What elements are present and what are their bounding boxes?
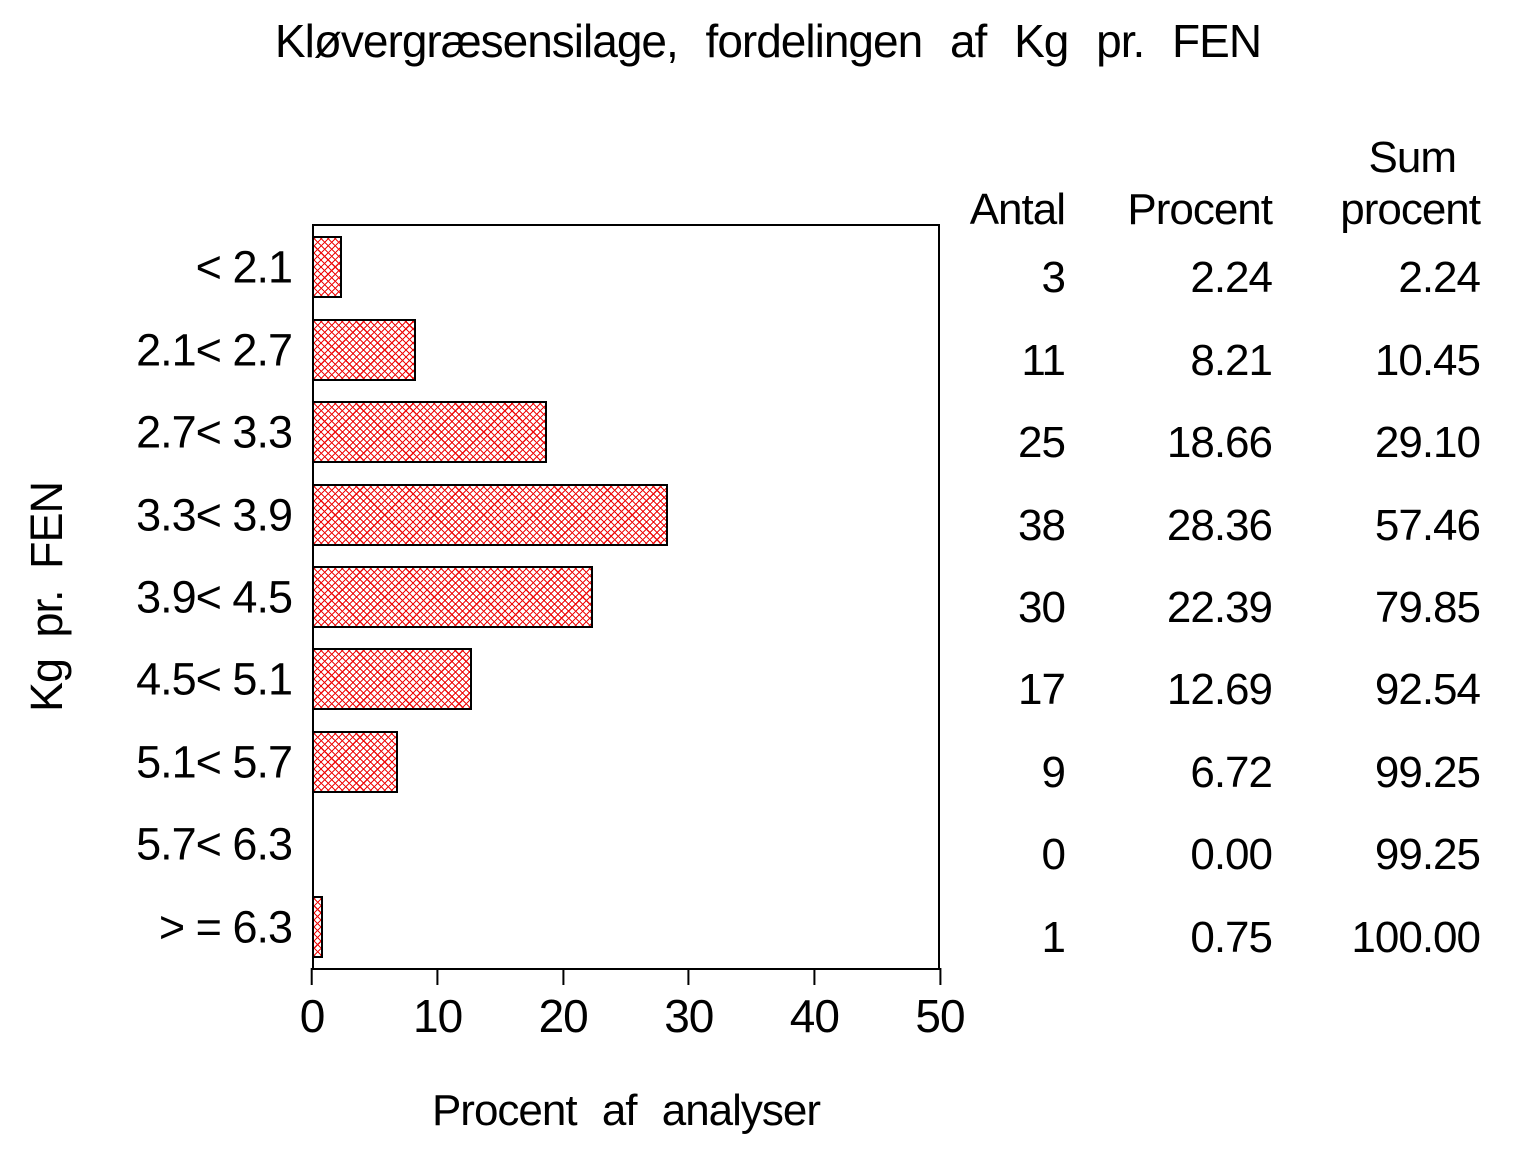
cell-procent: 0.00 <box>1190 830 1273 880</box>
x-tick: 40 <box>789 968 840 1042</box>
bar-> = 6.3 <box>314 895 324 958</box>
chart-title: Kløvergræsensilage, fordelingen af Kg pr… <box>274 15 1262 67</box>
cell-procent: 6.72 <box>1190 747 1273 797</box>
y-tick-label: 3.9< 4.5 <box>136 571 293 623</box>
x-tick: 50 <box>915 968 966 1042</box>
column-header-antal: Antal <box>969 185 1066 234</box>
x-tick: 20 <box>538 968 589 1042</box>
y-tick-label: < 2.1 <box>195 241 293 293</box>
cell-procent: 2.24 <box>1190 253 1273 303</box>
stat-table-row: 0 0.00 99.25 <box>950 830 1481 880</box>
stat-table-header: Antal Procent Sum procent <box>950 132 1481 236</box>
stat-table-row: 38 28.36 57.46 <box>950 500 1481 550</box>
stat-table-row: 1 0.75 100.00 <box>950 912 1481 962</box>
cell-procent: 0.75 <box>1190 912 1273 962</box>
cell-antal: 30 <box>1018 583 1066 632</box>
cell-sum-procent: 57.46 <box>1374 500 1481 550</box>
cell-procent: 28.36 <box>1166 500 1273 550</box>
column-header-sum-procent: Sum procent <box>1272 132 1481 236</box>
cell-sum-procent: 92.54 <box>1374 665 1481 715</box>
cell-procent: 22.39 <box>1166 583 1273 632</box>
stat-table-rows: 3 2.24 2.24 11 8.21 10.45 25 18.66 29.10 38 28.36 5… <box>950 237 1481 979</box>
cell-antal: 11 <box>1021 335 1066 385</box>
y-tick-label: > = 6.3 <box>158 901 293 953</box>
x-tick: 30 <box>664 968 714 1042</box>
cell-sum-procent: 10.45 <box>1374 335 1481 385</box>
x-tick-mark <box>311 968 313 985</box>
x-tick-mark <box>436 968 439 985</box>
cell-sum-procent: 2.24 <box>1398 253 1481 303</box>
x-tick-mark <box>938 968 941 985</box>
column-header-sum-line2: procent <box>1340 185 1481 234</box>
stat-table-row: 9 6.72 99.25 <box>950 747 1481 797</box>
x-tick-mark <box>687 968 690 985</box>
bar-3.3< 3.9 <box>314 483 668 546</box>
y-tick-label: 2.1< 2.7 <box>136 324 293 376</box>
x-tick-label: 40 <box>789 990 840 1042</box>
bar-2.7< 3.3 <box>314 401 547 464</box>
plot-area <box>312 224 940 970</box>
column-header-procent: Procent <box>1127 185 1273 234</box>
cell-antal: 1 <box>1041 912 1066 962</box>
cell-antal: 25 <box>1018 418 1066 468</box>
cell-procent: 12.69 <box>1166 665 1273 715</box>
x-tick: 10 <box>413 968 463 1042</box>
y-tick-label: 5.1< 5.7 <box>136 736 293 788</box>
cell-antal: 17 <box>1018 665 1066 715</box>
cell-antal: 9 <box>1041 747 1066 797</box>
bar-3.9< 4.5 <box>314 566 594 628</box>
stat-table-row: 11 8.21 10.45 <box>950 335 1481 385</box>
x-tick-mark <box>813 968 816 985</box>
column-header-sum-line1: Sum <box>1368 133 1457 182</box>
x-tick-mark <box>562 968 565 985</box>
y-axis-title: Kg pr. FEN <box>21 481 72 713</box>
x-axis-title: Procent af analyser <box>431 1086 821 1135</box>
y-tick-label: 5.7< 6.3 <box>136 818 293 870</box>
cell-procent: 8.21 <box>1190 335 1273 385</box>
bar-4.5< 5.1 <box>314 648 473 711</box>
y-tick-label: 3.3< 3.9 <box>136 489 293 541</box>
x-tick-label: 20 <box>538 990 589 1042</box>
cell-procent: 18.66 <box>1166 418 1273 468</box>
cell-sum-procent: 99.25 <box>1374 830 1481 880</box>
stat-table-row: 17 12.69 92.54 <box>950 665 1481 715</box>
x-tick-label: 10 <box>413 990 463 1042</box>
stat-table-row: 3 2.24 2.24 <box>950 253 1481 303</box>
cell-antal: 38 <box>1018 500 1066 550</box>
x-tick-label: 30 <box>664 990 714 1042</box>
stat-table-row: 25 18.66 29.10 <box>950 418 1481 468</box>
cell-antal: 0 <box>1041 830 1066 880</box>
cell-sum-procent: 99.25 <box>1374 747 1481 797</box>
bar-5.1< 5.7 <box>314 730 398 793</box>
bar-< 2.1 <box>314 236 342 299</box>
cell-antal: 3 <box>1041 253 1066 303</box>
x-tick-label: 50 <box>915 990 965 1042</box>
cell-sum-procent: 79.85 <box>1374 583 1481 632</box>
x-tick-label: 0 <box>299 990 326 1042</box>
y-tick-label: 4.5< 5.1 <box>136 653 293 705</box>
x-tick: 0 <box>300 968 325 1039</box>
bar-2.1< 2.7 <box>314 318 417 381</box>
stat-table-row: 30 22.39 79.85 <box>950 583 1481 632</box>
cell-sum-procent: 100.00 <box>1351 912 1481 962</box>
cell-sum-procent: 29.10 <box>1374 418 1481 468</box>
y-tick-labels: < 2.1 2.1< 2.7 2.7< 3.3 3.3< 3.9 3.9< 4.5 4.5… <box>0 226 293 968</box>
x-axis: 0 10 20 30 40 50 <box>300 968 966 1058</box>
y-tick-label: 2.7< 3.3 <box>136 406 293 458</box>
